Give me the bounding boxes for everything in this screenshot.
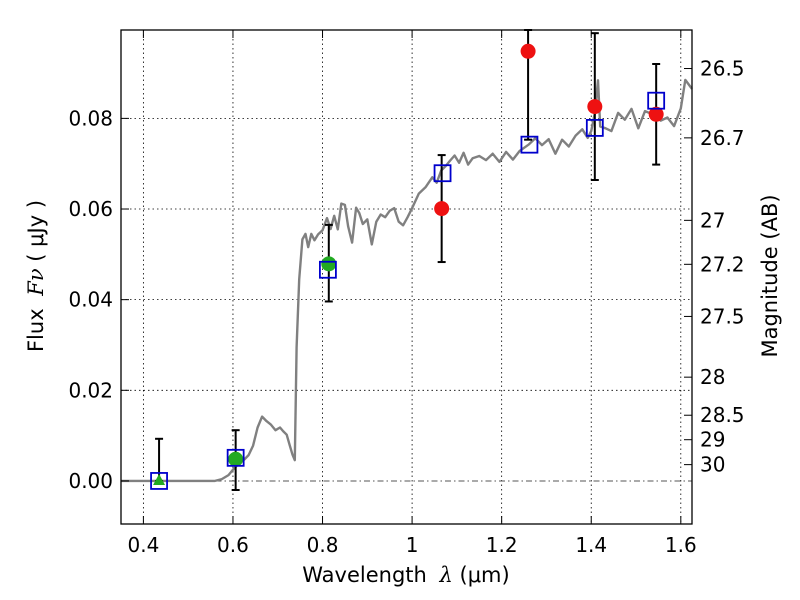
model-square-marker: [226, 448, 245, 467]
x-tick-label: 1.2: [486, 533, 518, 557]
model-square-marker: [520, 135, 539, 154]
magnitude-tick-label: 30: [700, 453, 725, 477]
x-axis-title: Wavelength λ (μm): [302, 563, 509, 587]
model-square-marker: [150, 472, 168, 490]
y-tick-labels: 0.00 0.02 0.04 0.06 0.08: [68, 106, 113, 493]
magnitude-tick-label: 26.7: [700, 126, 745, 150]
y-tick-label: 0.06: [68, 197, 113, 221]
x-axis-title-prefix: Wavelength: [302, 563, 433, 587]
photometry-circle-marker: [587, 99, 603, 115]
model-square-marker: [433, 164, 452, 183]
y-axis-title-prefix: Flux: [24, 302, 48, 352]
x-tick-labels: 0.4 0.6 0.8 1 1.2 1.4 1.6: [127, 533, 696, 557]
photometry-markers: [153, 43, 664, 485]
magnitude-tick-label: 27: [700, 208, 725, 232]
photometry-triangle-marker: [153, 473, 166, 485]
model-flux-squares: [150, 91, 666, 490]
photometry-circle-marker: [648, 106, 664, 122]
model-square-marker: [319, 260, 337, 279]
magnitude-tick-label: 27.2: [700, 252, 745, 276]
magnitude-tick-label: 27.5: [700, 304, 745, 328]
model-square-marker: [585, 118, 604, 137]
magnitude-tick-label: 28.5: [700, 403, 745, 427]
photometry-circle-marker: [228, 451, 244, 467]
y-tick-label: 0.04: [68, 288, 113, 312]
y-axis-title-unit: ( μJy ): [24, 200, 48, 268]
model-square-marker: [647, 91, 666, 110]
x-tick-label: 1.6: [665, 533, 697, 557]
magnitude-tick-label: 26.5: [700, 57, 745, 81]
x-tick-label: 0.6: [217, 533, 249, 557]
axis-ticks: [121, 30, 692, 524]
photometry-circle-marker: [321, 256, 337, 272]
plot-frame: [120, 29, 693, 525]
sed-line: [121, 78, 693, 483]
grid-lines: [121, 30, 692, 524]
photometry-circle-marker: [520, 43, 536, 59]
x-tick-label: 1.4: [575, 533, 607, 557]
y-tick-label: 0.02: [68, 378, 113, 402]
magnitude-tick-label: 29: [700, 428, 725, 452]
x-tick-label: 0.8: [307, 533, 339, 557]
magnitude-tick-label: 28: [700, 365, 725, 389]
error-bars: [155, 29, 661, 492]
y-axis-title: Flux Fν ( μJy ): [24, 200, 48, 352]
x-tick-label: 1: [406, 533, 419, 557]
x-axis-title-symbol: λ: [439, 563, 453, 587]
photometry-circle-marker: [434, 201, 450, 217]
x-tick-label: 0.4: [127, 533, 159, 557]
y-axis-title-symbol: Fν: [24, 268, 48, 297]
magnitude-axis-title: Magnitude (AB): [758, 194, 782, 357]
y-tick-label: 0.00: [68, 469, 113, 493]
x-axis-title-unit: (μm): [453, 563, 510, 587]
y-tick-label: 0.08: [68, 106, 113, 130]
sed-curve: [121, 78, 693, 483]
